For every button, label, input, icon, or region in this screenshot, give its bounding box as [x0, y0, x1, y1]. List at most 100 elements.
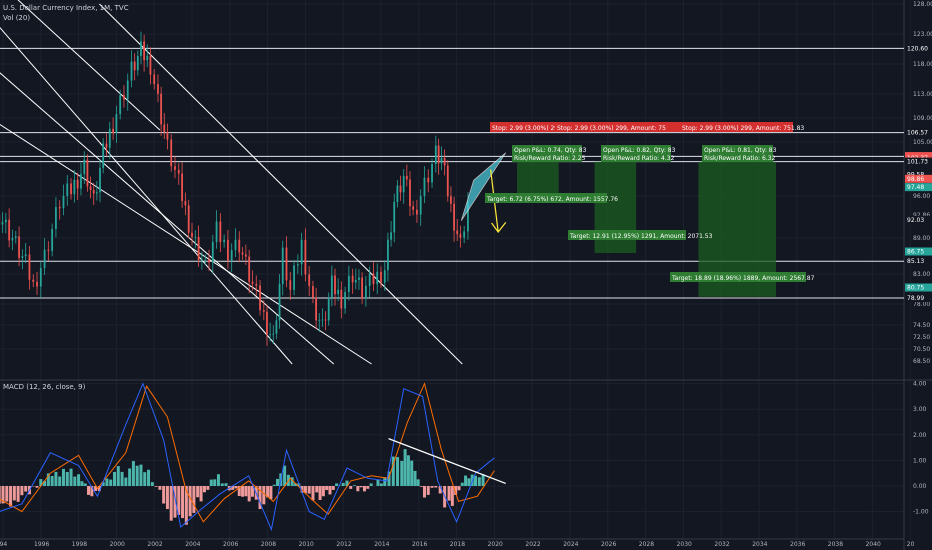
- macd-histogram-bar: [447, 486, 451, 501]
- price-candle: [437, 145, 440, 164]
- risk-reward-label: Risk/Reward Ratio: 6.32: [704, 155, 776, 162]
- price-candle: [227, 239, 229, 261]
- macd-histogram-bar: [16, 486, 20, 502]
- price-candle: [330, 275, 333, 298]
- macd-histogram-bar: [464, 475, 468, 486]
- risk-reward-label: Risk/Reward Ratio: 4.32: [603, 155, 675, 162]
- price-candle: [463, 231, 466, 238]
- target-label: Target: 12.91 (12.95%) 1291, Amount: 207…: [569, 233, 713, 240]
- macd-histogram-bar: [196, 486, 200, 498]
- macd-divergence-trendline: [388, 438, 506, 485]
- price-label-bg: [905, 247, 932, 256]
- macd-histogram-bar: [325, 486, 329, 491]
- stop-label-bg: [555, 122, 683, 132]
- time-axis-tick: 2030: [677, 541, 692, 548]
- rising-wedge-pattern: [460, 152, 507, 221]
- macd-histogram-bar: [46, 473, 50, 486]
- macd-histogram-bar: [169, 486, 173, 521]
- price-candle: [347, 275, 350, 293]
- macd-histogram-bar: [416, 479, 420, 486]
- price-candle: [308, 274, 311, 287]
- price-candle: [412, 206, 415, 210]
- forecast-arrow-head: [491, 222, 507, 233]
- channel-line: [0, 123, 372, 365]
- macd-histogram-bar: [54, 471, 58, 486]
- price-candle: [376, 271, 379, 285]
- price-candle: [443, 157, 446, 166]
- stop-label: Stop: 2.99 (3.00%) 299, Amount: 51: [492, 125, 601, 132]
- macd-histogram-bar: [262, 486, 266, 505]
- target-label-bg: [485, 193, 607, 203]
- macd-histogram-bar: [422, 486, 426, 498]
- price-candle: [108, 128, 111, 148]
- macd-axis-tick: 3.00: [913, 406, 927, 413]
- price-candle: [354, 280, 357, 283]
- stop-label: Stop: 2.99 (3.00%) 299, Amount: 75: [557, 125, 666, 132]
- price-candle: [55, 207, 57, 229]
- price-candle: [281, 247, 284, 284]
- macd-histogram-bar: [353, 485, 357, 486]
- channel-line: [99, 3, 463, 365]
- price-candle: [223, 239, 226, 243]
- price-candle: [275, 320, 278, 334]
- macd-histogram-bar: [290, 477, 294, 486]
- macd-histogram-bar: [359, 486, 363, 488]
- stop-label-bg: [490, 122, 559, 132]
- price-candle: [197, 236, 200, 260]
- price-candle: [211, 241, 214, 263]
- macd-histogram-bar: [147, 469, 151, 486]
- price-candle: [99, 167, 101, 193]
- price-candle: [174, 166, 176, 170]
- macd-histogram-bar: [366, 486, 370, 489]
- macd-histogram-bar: [20, 486, 24, 496]
- macd-histogram-bar: [35, 486, 39, 488]
- macd-histogram-bar: [396, 457, 400, 486]
- macd-histogram-bar: [231, 486, 235, 490]
- price-candle: [92, 190, 95, 194]
- price-axis-tick: 118.00: [913, 61, 932, 68]
- macd-histogram-bar: [237, 486, 241, 496]
- macd-histogram-bar: [77, 474, 81, 486]
- macd-histogram-bar: [311, 486, 315, 501]
- macd-histogram-bar: [220, 483, 224, 486]
- price-candle: [4, 219, 7, 223]
- open-pl-label: Open P&L: 0.82, Qty: 83: [603, 147, 676, 154]
- channel-line: [0, 27, 293, 365]
- price-candle: [431, 164, 433, 183]
- volume-indicator-label[interactable]: Vol (20): [3, 14, 31, 22]
- price-candle: [383, 270, 386, 283]
- price-candle: [368, 273, 371, 286]
- time-axis-tick: 2006: [223, 541, 238, 548]
- price-candle: [380, 271, 382, 283]
- symbol-title[interactable]: U.S. Dollar Currency Index, 1M, TVC: [3, 4, 129, 12]
- price-candle: [133, 61, 136, 71]
- price-candle: [251, 281, 254, 284]
- target-label-bg: [568, 230, 686, 240]
- macd-histogram-bar: [199, 486, 203, 502]
- time-axis-tick: 2024: [563, 541, 578, 548]
- risk-reward-label: Risk/Reward Ratio: 2.25: [514, 155, 586, 162]
- open-pl-label-bg: [601, 145, 671, 162]
- price-candle: [358, 277, 360, 280]
- price-label: 106.57: [907, 130, 928, 137]
- price-candle: [321, 319, 324, 321]
- price-candle: [393, 202, 396, 233]
- macd-histogram-bar: [150, 482, 154, 486]
- price-axis-tick: 92.86: [913, 212, 930, 219]
- macd-histogram-bar: [331, 486, 335, 490]
- price-candle: [184, 200, 187, 206]
- macd-signal-line: [0, 382, 495, 523]
- macd-axis-tick: 1.00: [913, 457, 927, 464]
- macd-histogram-bar: [376, 479, 380, 486]
- price-candle: [423, 177, 426, 197]
- price-candle: [416, 209, 418, 215]
- macd-histogram-bar: [135, 465, 139, 486]
- price-candle: [337, 289, 340, 295]
- price-candle: [219, 221, 222, 243]
- macd-indicator-label[interactable]: MACD (12, 26, close, 9): [3, 383, 86, 391]
- price-candle: [289, 280, 292, 290]
- price-candle: [215, 221, 218, 242]
- macd-histogram-bar: [272, 484, 276, 486]
- macd-histogram-bar: [202, 486, 206, 493]
